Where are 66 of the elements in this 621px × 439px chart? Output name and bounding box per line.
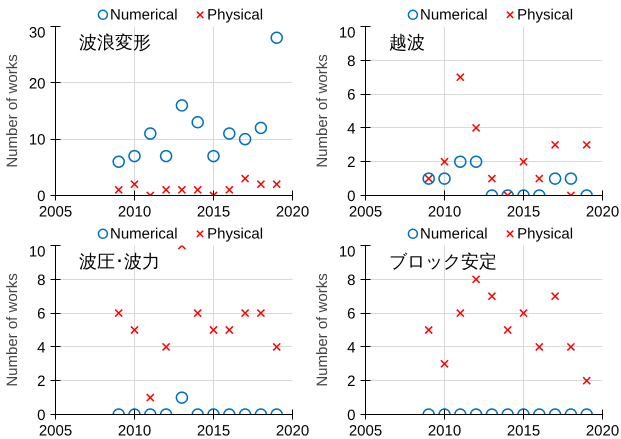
legend-label: Physical	[207, 225, 264, 242]
y-tick-label: 2	[37, 373, 46, 390]
y-tick-label: 2	[347, 154, 356, 172]
y-axis-title: Number of works	[4, 54, 21, 168]
point	[472, 124, 480, 132]
y-tick-label: 0	[37, 407, 46, 424]
point	[470, 155, 482, 168]
y-tick-label: 4	[347, 339, 356, 356]
y-tick-label: 4	[347, 120, 356, 138]
x-tick-label: 2010	[428, 422, 462, 439]
y-tick-label: 10	[28, 132, 46, 149]
x-tick-label: 2005	[38, 204, 72, 220]
x-tick-label: 2015	[506, 204, 540, 220]
y-axis-title: Number of works	[314, 273, 331, 387]
chart-title: 波浪変形	[79, 32, 152, 52]
x-tick-label: 2015	[506, 422, 540, 439]
legend-label: Numerical	[110, 225, 178, 242]
y-axis-title: Number of works	[314, 54, 331, 168]
y-axis-title: Number of works	[4, 273, 21, 387]
chart-title: ブロック安定	[389, 252, 498, 272]
point	[440, 157, 449, 166]
legend-label: Numerical	[110, 6, 178, 24]
x-tick-label: 2015	[196, 422, 230, 439]
x-tick-label: 2010	[118, 422, 152, 439]
y-tick-label: 10	[338, 24, 356, 42]
x-tick-label: 2005	[38, 422, 72, 439]
y-tick-label: 2	[347, 373, 356, 390]
y-tick-label: 6	[37, 306, 46, 323]
y-tick-label: 10	[338, 244, 356, 260]
x-tick-label: 2005	[348, 204, 382, 220]
y-tick-label: 0	[37, 188, 46, 205]
point	[438, 172, 451, 185]
chart-title: 波圧･波力	[79, 252, 160, 272]
y-tick-label: 10	[28, 244, 46, 260]
legend-label: Physical	[517, 225, 574, 242]
y-tick-label: 20	[28, 75, 46, 92]
x-tick-label: 2020	[276, 204, 310, 220]
x-tick-label: 2020	[586, 422, 620, 439]
point	[454, 155, 467, 168]
point	[582, 140, 591, 150]
x-tick-label: 2010	[428, 204, 462, 220]
point	[535, 174, 544, 183]
x-tick-label: 2005	[348, 422, 382, 439]
chart-title: 越波	[389, 32, 426, 52]
y-tick-label: 8	[347, 52, 356, 70]
legend-label: Physical	[207, 6, 264, 24]
y-tick-label: 0	[347, 407, 356, 424]
x-tick-label: 2020	[586, 204, 620, 220]
y-tick-label: 8	[347, 272, 356, 289]
point	[564, 172, 578, 185]
point	[550, 140, 560, 150]
x-tick-label: 2015	[196, 204, 230, 220]
legend-label: Numerical	[420, 225, 488, 242]
y-tick-label: 4	[37, 339, 46, 356]
y-tick-label: 30	[28, 24, 46, 42]
y-tick-label: 6	[347, 86, 356, 104]
x-tick-label: 2010	[118, 204, 152, 220]
point	[548, 172, 562, 185]
legend-label: Physical	[517, 6, 574, 24]
y-tick-label: 6	[347, 306, 356, 323]
point	[488, 174, 496, 183]
legend-label: Numerical	[420, 6, 488, 24]
point	[519, 157, 528, 166]
y-tick-label: 8	[37, 272, 46, 289]
x-tick-label: 2020	[276, 422, 310, 439]
y-tick-label: 0	[347, 188, 356, 205]
